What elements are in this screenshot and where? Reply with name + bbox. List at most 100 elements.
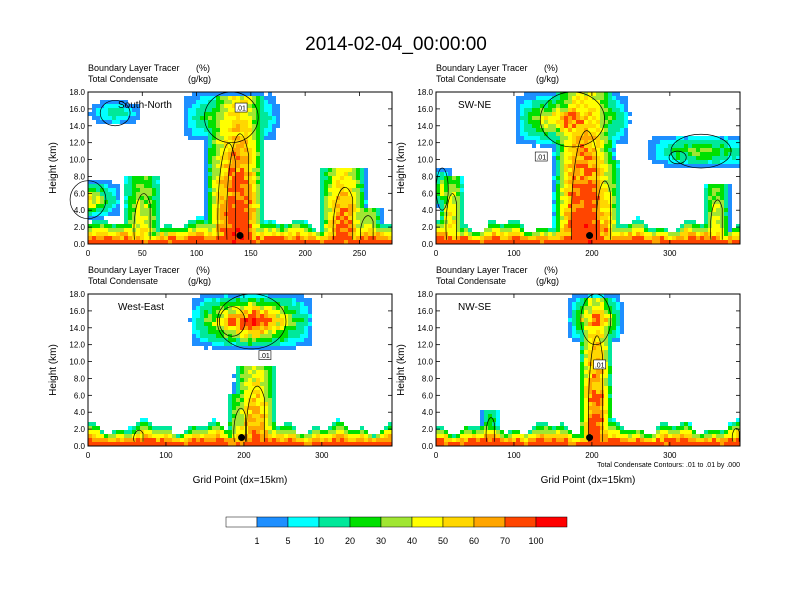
heatmap-cell: [332, 228, 336, 232]
heatmap-cell: [488, 228, 492, 232]
heatmap-cell: [348, 196, 352, 200]
heatmap-cell: [568, 116, 572, 120]
heatmap-cell: [672, 240, 676, 244]
heatmap-cell: [288, 236, 292, 240]
heatmap-cell: [264, 124, 268, 128]
heatmap-cell: [576, 224, 580, 228]
heatmap-cell: [592, 326, 596, 330]
heatmap-cell: [140, 180, 144, 184]
heatmap-cell: [184, 240, 188, 244]
heatmap-cell: [608, 152, 612, 156]
heatmap-cell: [604, 140, 608, 144]
heatmap-cell: [240, 430, 244, 434]
heatmap-cell: [588, 208, 592, 212]
heatmap-cell: [324, 172, 328, 176]
heatmap-cell: [572, 438, 576, 442]
heatmap-cell: [604, 326, 608, 330]
heatmap-cell: [696, 224, 700, 228]
heatmap-cell: [656, 144, 660, 148]
heatmap-cell: [212, 152, 216, 156]
heatmap-cell: [540, 104, 544, 108]
condensate-contours: [485, 293, 740, 442]
heatmap-cell: [292, 426, 296, 430]
heatmap-cell: [576, 92, 580, 96]
condensate-contour: [246, 385, 265, 442]
heatmap-cell: [212, 422, 216, 426]
heatmap-cell: [340, 422, 344, 426]
heatmap-cell: [544, 124, 548, 128]
heatmap-cell: [596, 228, 600, 232]
heatmap-cell: [524, 116, 528, 120]
heatmap-cell: [272, 422, 276, 426]
y-tick-label: 16.0: [69, 105, 85, 114]
heatmap-cell: [236, 334, 240, 338]
heatmap-cell: [736, 136, 740, 140]
heatmap-cell: [200, 306, 204, 310]
heatmap-cell: [528, 104, 532, 108]
heatmap-cell: [576, 180, 580, 184]
heatmap-cell: [260, 236, 264, 240]
heatmap-cell: [496, 228, 500, 232]
heatmap-cell: [600, 430, 604, 434]
heatmap-cell: [528, 236, 532, 240]
heatmap-cell: [264, 326, 268, 330]
heatmap-cell: [488, 418, 492, 422]
heatmap-cell: [260, 208, 264, 212]
heatmap-cell: [228, 124, 232, 128]
heatmap-cell: [272, 322, 276, 326]
heatmap-cell: [584, 362, 588, 366]
heatmap-cell: [308, 228, 312, 232]
heatmap-cell: [140, 204, 144, 208]
heatmap-cell: [156, 216, 160, 220]
heatmap-cell: [728, 160, 732, 164]
heatmap-cell: [124, 204, 128, 208]
heatmap-cell: [712, 438, 716, 442]
heatmap-cell: [716, 156, 720, 160]
heatmap-cell: [444, 188, 448, 192]
heatmap-cell: [88, 442, 92, 446]
heatmap-cell: [592, 294, 596, 298]
heatmap-cell: [604, 442, 608, 446]
heatmap-cell: [288, 434, 292, 438]
heatmap-cell: [268, 108, 272, 112]
heatmap-cell: [252, 366, 256, 370]
heatmap-cell: [284, 426, 288, 430]
heatmap-cell: [664, 434, 668, 438]
heatmap-cell: [208, 204, 212, 208]
heatmap-cell: [124, 430, 128, 434]
heatmap-cell: [568, 442, 572, 446]
heatmap-cell: [580, 370, 584, 374]
heatmap-cell: [536, 120, 540, 124]
heatmap-cell: [144, 196, 148, 200]
heatmap-cell: [292, 314, 296, 318]
heatmap-cell: [616, 200, 620, 204]
heatmap-cell: [580, 422, 584, 426]
heatmap-cell: [236, 200, 240, 204]
heatmap-cell: [644, 224, 648, 228]
heatmap-cell: [212, 430, 216, 434]
heatmap-cell: [300, 318, 304, 322]
heatmap-cell: [336, 220, 340, 224]
heatmap-cell: [244, 386, 248, 390]
heatmap-cell: [316, 240, 320, 244]
heatmap-cell: [272, 132, 276, 136]
heatmap-cell: [608, 160, 612, 164]
heatmap-cell: [360, 192, 364, 196]
heatmap-cell: [200, 310, 204, 314]
heatmap-cell: [260, 140, 264, 144]
heatmap-cell: [336, 184, 340, 188]
heatmap-cell: [244, 438, 248, 442]
heatmap-cell: [680, 156, 684, 160]
heatmap-cell: [556, 216, 560, 220]
heatmap-cell: [204, 156, 208, 160]
colorbar-swatch: [411, 516, 444, 528]
heatmap-cell: [240, 394, 244, 398]
heatmap-cell: [200, 216, 204, 220]
heatmap-cell: [608, 410, 612, 414]
heatmap-cell: [576, 232, 580, 236]
heatmap-cell: [632, 236, 636, 240]
heatmap-cell: [192, 310, 196, 314]
heatmap-cell: [568, 168, 572, 172]
heatmap-cell: [664, 152, 668, 156]
heatmap-cell: [620, 306, 624, 310]
